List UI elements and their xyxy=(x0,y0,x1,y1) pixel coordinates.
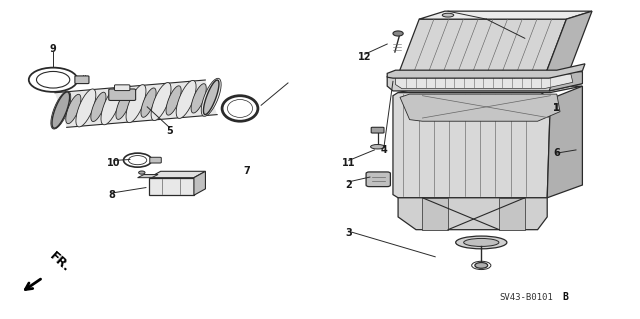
Polygon shape xyxy=(151,83,171,121)
Text: SV43-B0101: SV43-B0101 xyxy=(499,293,553,302)
FancyBboxPatch shape xyxy=(109,89,136,100)
Polygon shape xyxy=(201,78,221,116)
Ellipse shape xyxy=(475,263,488,268)
Text: 7: 7 xyxy=(243,166,250,176)
Polygon shape xyxy=(101,87,121,125)
Ellipse shape xyxy=(371,145,385,149)
Polygon shape xyxy=(191,84,206,113)
Text: B: B xyxy=(562,292,568,302)
Polygon shape xyxy=(422,198,448,230)
Ellipse shape xyxy=(463,239,499,247)
Polygon shape xyxy=(76,89,96,127)
Polygon shape xyxy=(419,11,592,19)
Polygon shape xyxy=(138,174,158,178)
Polygon shape xyxy=(116,90,131,119)
Polygon shape xyxy=(397,19,566,78)
Text: 5: 5 xyxy=(166,126,173,136)
Polygon shape xyxy=(387,64,585,78)
Polygon shape xyxy=(400,94,560,121)
Text: 1: 1 xyxy=(554,103,560,114)
Polygon shape xyxy=(66,94,81,124)
Polygon shape xyxy=(398,86,582,93)
Text: 2: 2 xyxy=(346,180,352,190)
Ellipse shape xyxy=(442,13,454,17)
Polygon shape xyxy=(149,171,205,178)
Text: 10: 10 xyxy=(107,158,121,168)
Text: 9: 9 xyxy=(50,44,56,55)
Text: 3: 3 xyxy=(346,228,352,238)
Polygon shape xyxy=(141,88,156,117)
FancyBboxPatch shape xyxy=(115,85,130,91)
Polygon shape xyxy=(547,86,582,198)
FancyBboxPatch shape xyxy=(75,76,89,84)
Text: 1: 1 xyxy=(554,103,560,114)
Polygon shape xyxy=(55,80,217,127)
Polygon shape xyxy=(91,92,106,122)
Text: 4: 4 xyxy=(381,145,387,155)
Polygon shape xyxy=(51,91,71,129)
Text: FR.: FR. xyxy=(47,249,73,274)
Polygon shape xyxy=(126,85,146,122)
Polygon shape xyxy=(149,178,194,195)
Polygon shape xyxy=(398,198,547,230)
Circle shape xyxy=(393,31,403,36)
FancyBboxPatch shape xyxy=(366,172,390,187)
Polygon shape xyxy=(52,92,70,128)
Ellipse shape xyxy=(139,171,145,174)
Polygon shape xyxy=(166,86,181,115)
Polygon shape xyxy=(204,80,219,115)
Polygon shape xyxy=(549,72,582,91)
Polygon shape xyxy=(387,72,582,91)
Ellipse shape xyxy=(227,100,253,117)
Polygon shape xyxy=(499,198,525,230)
Text: 6: 6 xyxy=(554,148,560,158)
Polygon shape xyxy=(544,11,592,78)
Text: 12: 12 xyxy=(358,52,372,63)
FancyBboxPatch shape xyxy=(371,127,384,133)
Polygon shape xyxy=(396,74,573,89)
FancyBboxPatch shape xyxy=(150,157,161,163)
Polygon shape xyxy=(194,171,205,195)
Ellipse shape xyxy=(456,236,507,249)
Text: 8: 8 xyxy=(109,189,115,200)
Text: 11: 11 xyxy=(342,158,356,168)
Polygon shape xyxy=(176,80,196,118)
Polygon shape xyxy=(393,93,550,198)
